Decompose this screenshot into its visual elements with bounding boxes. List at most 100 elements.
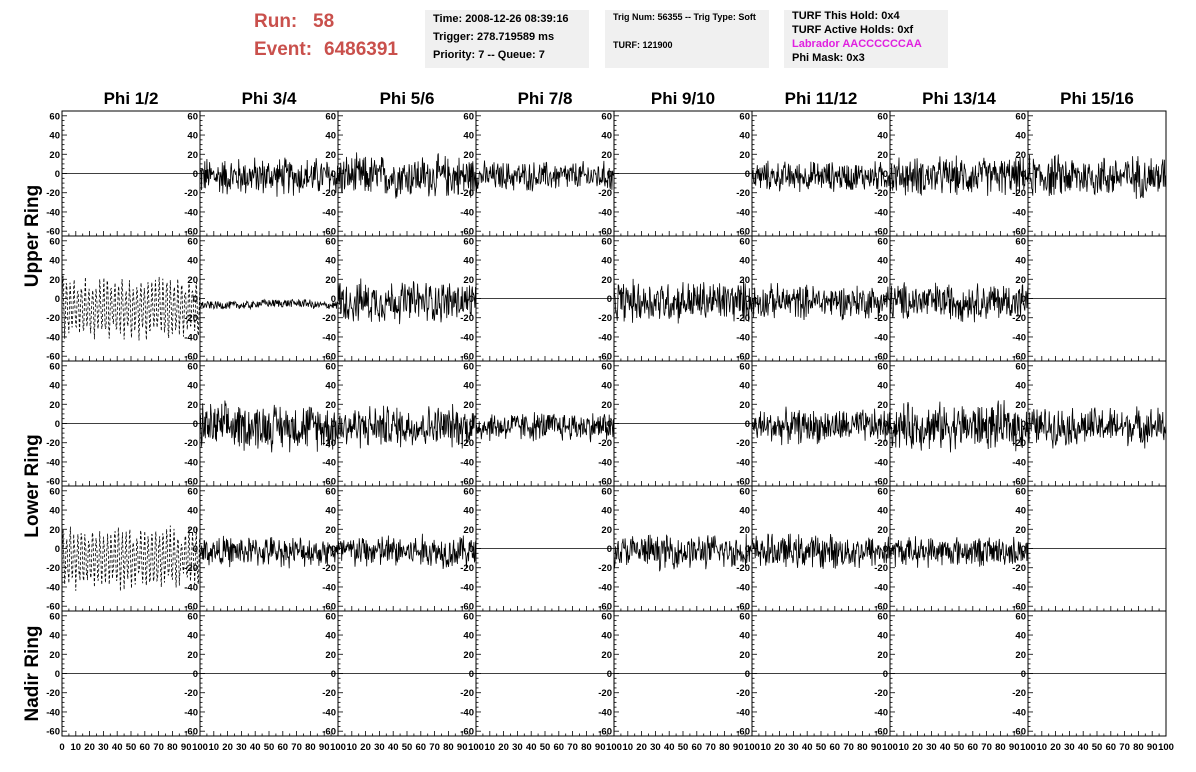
column-title: Phi 5/6 xyxy=(380,89,435,108)
y-tick-label: 40 xyxy=(49,256,60,267)
y-tick-label: 0 xyxy=(1021,294,1026,305)
row-title: Lower Ring xyxy=(22,434,43,537)
x-tick-label: 10 xyxy=(209,742,220,753)
y-tick-label: 20 xyxy=(1015,650,1026,661)
y-tick-label: 60 xyxy=(601,236,612,247)
y-tick-label: 40 xyxy=(1015,131,1026,142)
row-title: Upper Ring xyxy=(22,185,43,287)
y-tick-label: 0 xyxy=(607,294,612,305)
y-tick-label: -20 xyxy=(598,438,612,449)
y-tick-label: -60 xyxy=(598,352,612,363)
y-tick-label: -20 xyxy=(46,688,60,699)
x-tick-label: 80 xyxy=(443,742,454,753)
turf-active-holds-text: TURF Active Holds: 0xf xyxy=(792,24,914,36)
y-tick-label: 0 xyxy=(745,419,750,430)
time-text: Time: 2008-12-26 08:39:16 xyxy=(433,13,569,25)
y-tick-label: 60 xyxy=(49,111,60,122)
waveform-line xyxy=(889,536,1029,568)
y-tick-label: -40 xyxy=(736,707,750,718)
y-tick-label: -20 xyxy=(184,688,198,699)
y-tick-label: -20 xyxy=(736,188,750,199)
y-tick-label: 40 xyxy=(739,631,750,642)
phi-mask-text: Phi Mask: 0x3 xyxy=(792,52,865,64)
x-tick-label: 10 xyxy=(347,742,358,753)
y-tick-label: -20 xyxy=(46,438,60,449)
y-tick-label: 20 xyxy=(877,525,888,536)
y-tick-label: 0 xyxy=(331,544,336,555)
y-tick-label: 20 xyxy=(601,650,612,661)
y-tick-label: 40 xyxy=(1015,381,1026,392)
y-tick-label: -40 xyxy=(184,457,198,468)
waveform-line xyxy=(337,278,477,325)
y-tick-label: -20 xyxy=(184,313,198,324)
y-tick-label: -20 xyxy=(874,563,888,574)
x-tick-label: 70 xyxy=(843,742,854,753)
y-tick-label: 20 xyxy=(325,650,336,661)
y-tick-label: -60 xyxy=(184,352,198,363)
run-label: Run: xyxy=(254,11,298,32)
y-tick-label: 0 xyxy=(1021,419,1026,430)
y-tick-label: 0 xyxy=(193,669,198,680)
y-tick-label: 40 xyxy=(325,631,336,642)
x-tick-label: 30 xyxy=(788,742,799,753)
y-tick-label: 0 xyxy=(331,169,336,180)
x-tick-label: 40 xyxy=(250,742,261,753)
y-tick-label: -40 xyxy=(874,332,888,343)
waveform-line xyxy=(475,160,615,193)
y-tick-label: 40 xyxy=(1015,506,1026,517)
y-tick-label: 60 xyxy=(325,236,336,247)
y-tick-label: 20 xyxy=(49,150,60,161)
turf-info-panel: TURF This Hold: 0x4 TURF Active Holds: 0… xyxy=(784,10,948,68)
panel-frame xyxy=(889,235,1029,362)
y-tick-label: 60 xyxy=(601,486,612,497)
y-tick-label: -40 xyxy=(1012,582,1026,593)
y-tick-label: 0 xyxy=(55,169,60,180)
y-tick-label: 20 xyxy=(187,525,198,536)
y-tick-label: 0 xyxy=(193,419,198,430)
x-tick-label: 80 xyxy=(857,742,868,753)
panel-frame xyxy=(199,235,339,362)
y-tick-label: 0 xyxy=(55,669,60,680)
y-tick-label: -60 xyxy=(46,477,60,488)
y-tick-label: -20 xyxy=(322,313,336,324)
x-tick-label: 50 xyxy=(954,742,965,753)
x-tick-label: 40 xyxy=(388,742,399,753)
y-tick-label: -40 xyxy=(874,582,888,593)
y-tick-label: 0 xyxy=(193,544,198,555)
y-tick-label: 60 xyxy=(739,111,750,122)
x-tick-label: 30 xyxy=(98,742,109,753)
y-tick-label: -40 xyxy=(322,332,336,343)
waveform-line xyxy=(751,533,891,569)
y-tick-label: 40 xyxy=(1015,256,1026,267)
y-tick-label: 0 xyxy=(469,669,474,680)
waveform-line xyxy=(751,282,891,321)
y-tick-label: 40 xyxy=(739,256,750,267)
y-tick-label: 40 xyxy=(187,506,198,517)
y-tick-label: -60 xyxy=(184,477,198,488)
x-tick-label: 30 xyxy=(1064,742,1075,753)
y-tick-label: -20 xyxy=(736,563,750,574)
x-tick-label: 30 xyxy=(374,742,385,753)
waveform-line xyxy=(475,412,615,443)
x-tick-label: 80 xyxy=(167,742,178,753)
y-tick-label: 0 xyxy=(607,544,612,555)
y-tick-label: 60 xyxy=(601,611,612,622)
y-tick-label: -60 xyxy=(460,352,474,363)
x-tick-label: 50 xyxy=(264,742,275,753)
priority-text: Priority: 7 -- Queue: 7 xyxy=(433,49,545,61)
y-tick-label: 40 xyxy=(325,506,336,517)
y-tick-label: 20 xyxy=(49,650,60,661)
panel-frame xyxy=(61,485,201,612)
time-info-panel: Time: 2008-12-26 08:39:16 Trigger: 278.7… xyxy=(425,10,589,68)
y-tick-label: 0 xyxy=(469,294,474,305)
y-tick-label: 20 xyxy=(187,275,198,286)
y-tick-label: -20 xyxy=(874,188,888,199)
y-tick-label: -60 xyxy=(1012,477,1026,488)
y-tick-label: 20 xyxy=(1015,525,1026,536)
y-tick-label: -60 xyxy=(874,227,888,238)
run-value: 58 xyxy=(313,11,335,32)
y-tick-label: -40 xyxy=(46,582,60,593)
y-tick-label: -40 xyxy=(736,207,750,218)
y-tick-label: -40 xyxy=(736,582,750,593)
y-tick-label: -20 xyxy=(322,563,336,574)
